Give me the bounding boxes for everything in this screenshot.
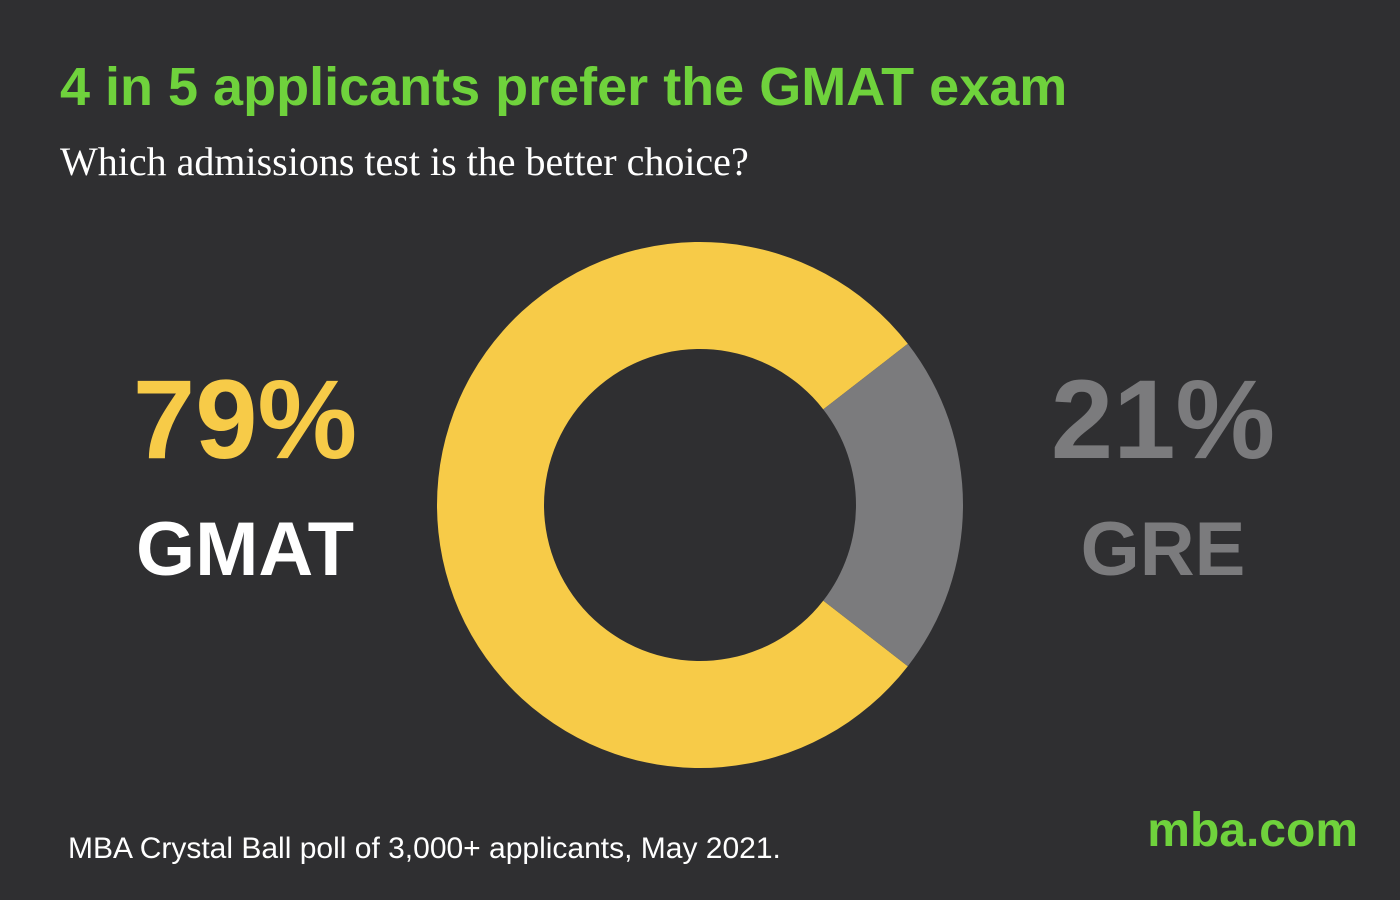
donut-segment bbox=[437, 242, 908, 769]
source-note: MBA Crystal Ball poll of 3,000+ applican… bbox=[68, 832, 781, 865]
value-label: 79% bbox=[133, 357, 357, 482]
donut-segment bbox=[823, 343, 963, 667]
category-label: GMAT bbox=[136, 507, 354, 592]
chart-title: 4 in 5 applicants prefer the GMAT exam bbox=[60, 57, 1067, 117]
brand: mba.com bbox=[1147, 804, 1358, 857]
chart-subtitle: Which admissions test is the better choi… bbox=[60, 139, 749, 184]
value-label: 21% bbox=[1051, 357, 1275, 482]
category-label: GRE bbox=[1081, 507, 1246, 592]
